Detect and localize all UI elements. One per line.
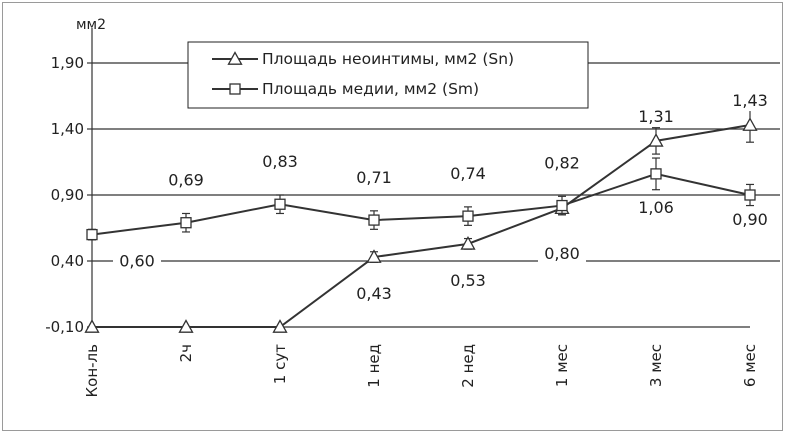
data-label-1-3: 0,71	[356, 168, 392, 187]
series-point-0-6	[648, 133, 664, 147]
series-point-1-4	[462, 210, 474, 222]
series-point-1-1	[180, 217, 192, 229]
x-tick-label-3: 1 нед	[365, 344, 383, 388]
data-label-bg-1-1	[162, 170, 210, 191]
y-axis-unit-label: мм2	[76, 17, 106, 33]
series-layer	[84, 107, 758, 333]
series-line-1	[91, 172, 751, 236]
y-tick-label-0: 1,90	[51, 54, 84, 72]
data-label-bg-0-3	[350, 284, 398, 305]
y-tick-label-2: 0,90	[51, 186, 84, 204]
data-label-bg-0-6	[632, 106, 680, 127]
legend-label-1: Площадь медии, мм2 (Sm)	[262, 80, 479, 98]
data-label-bg-1-2	[256, 152, 304, 173]
series-point-1-2	[274, 198, 286, 210]
series-point-0-1	[178, 319, 194, 333]
data-labels: 0,43 0,53 0,80 1,31 1,43 0,60 0,69 0,83 0,71 0,74…	[113, 91, 774, 305]
data-label-bg-1-7	[726, 210, 774, 230]
y-tick-label-1: 1,40	[51, 120, 84, 138]
data-label-bg-0-5	[538, 244, 586, 265]
data-label-bg-1-0	[113, 251, 161, 272]
series-point-0-0	[84, 319, 100, 333]
data-label-0-4: 0,53	[450, 271, 486, 290]
y-tick-labels: 1,90 1,40 0,90 0,40 -0,10	[45, 54, 84, 336]
legend: Площадь неоинтимы, мм2 (Sn) Площадь медии…	[187, 41, 589, 109]
data-label-1-6: 1,06	[638, 198, 674, 217]
series-point-1-5	[556, 199, 568, 212]
y-tick-label-4: -0,10	[45, 318, 84, 336]
x-tick-label-7: 6 мес	[741, 344, 759, 387]
x-tick-label-4: 2 нед	[459, 344, 477, 388]
data-label-0-5: 0,80	[544, 244, 580, 263]
data-label-1-5: 0,82	[544, 154, 580, 173]
data-label-0-7: 1,43	[732, 91, 768, 110]
x-tick-label-6: 3 мес	[647, 344, 665, 387]
data-label-bg-0-7	[726, 91, 774, 112]
data-label-bg-1-4	[444, 164, 492, 185]
data-label-0-6: 1,31	[638, 107, 674, 126]
series-line-0	[92, 124, 751, 328]
legend-label-0: Площадь неоинтимы, мм2 (Sn)	[262, 50, 514, 68]
legend-box	[187, 41, 589, 109]
series-point-0-3	[366, 249, 382, 263]
x-tick-label-5: 1 мес	[553, 344, 571, 387]
x-tick-labels: Кон-ль 2ч 1 сут 1 нед 2 нед 1 мес 3 мес 6 мес	[83, 344, 759, 398]
data-label-bg-1-5	[538, 153, 586, 174]
legend-marker-0	[227, 51, 243, 65]
series-point-1-0	[86, 228, 98, 241]
data-label-1-7: 0,90	[732, 210, 768, 229]
data-label-bg-0-4	[444, 270, 492, 291]
x-tick-label-1: 2ч	[177, 344, 195, 362]
data-label-bg-1-6	[632, 197, 680, 218]
series-point-1-3	[368, 214, 380, 226]
series-point-1-7	[744, 189, 756, 201]
x-tick-label-0: Кон-ль	[83, 344, 101, 397]
x-tick-label-2: 1 сут	[271, 344, 289, 384]
data-label-1-4: 0,74	[450, 164, 486, 183]
data-label-1-1: 0,69	[168, 171, 204, 190]
data-label-bg-1-3	[350, 168, 398, 189]
data-label-1-2: 0,83	[262, 152, 298, 171]
data-label-1-0: 0,60	[119, 252, 155, 271]
data-label-0-3: 0,43	[356, 284, 392, 303]
legend-marker-1	[229, 83, 241, 95]
series-point-1-6	[650, 168, 662, 180]
y-tick-label-3: 0,40	[51, 252, 84, 270]
series-point-0-7	[742, 117, 758, 131]
series-point-0-2	[272, 319, 288, 333]
series-point-0-4	[460, 236, 476, 250]
